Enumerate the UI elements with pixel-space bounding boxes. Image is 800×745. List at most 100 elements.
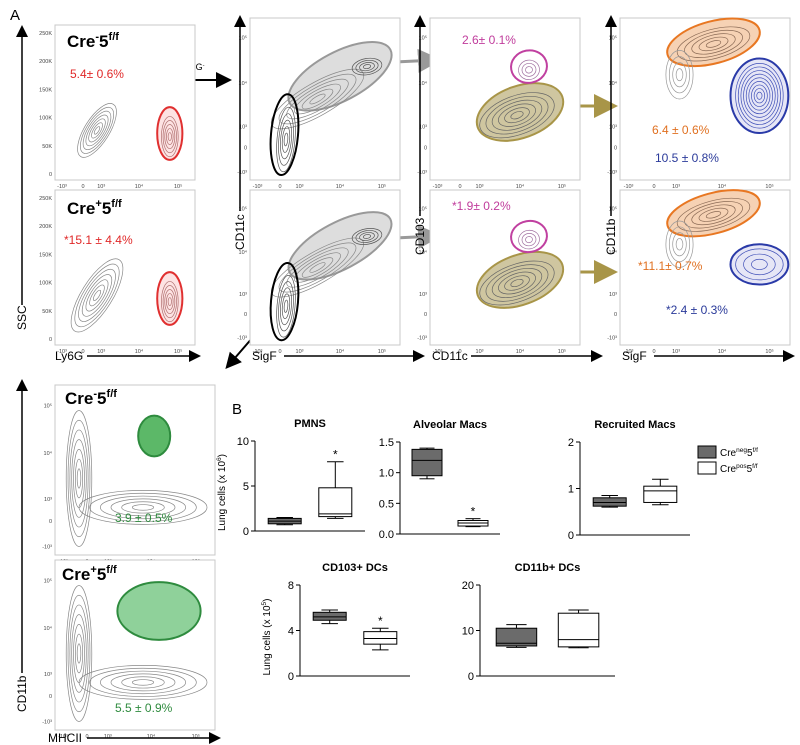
x-tick-label: 10⁴ [718, 183, 727, 190]
y-tick-label: 200K [39, 59, 52, 65]
y-tick-label: 0.0 [379, 529, 394, 541]
y-tick-label: 10⁵ [44, 577, 52, 584]
box [363, 631, 398, 645]
y-tick-label: 0 [614, 312, 617, 318]
y-tick-label: 10⁴ [609, 249, 618, 256]
axis-label: CD103 [413, 217, 427, 255]
x-tick-label: 0 [81, 184, 84, 190]
y-tick-label: -10³ [607, 170, 617, 176]
gate [510, 49, 548, 84]
contour [737, 66, 781, 125]
contour [167, 297, 172, 306]
x-tick-label: 10³ [296, 184, 304, 190]
contour [668, 226, 691, 263]
x-tick-label: 10⁴ [135, 348, 144, 355]
y-tick-label: 10⁴ [419, 249, 428, 256]
y-tick-label: 10⁵ [239, 206, 247, 213]
contour [81, 274, 113, 317]
box [643, 485, 678, 503]
y-tick-label: 50K [42, 309, 52, 315]
contour [164, 124, 176, 150]
y-tick-label: 10 [237, 436, 249, 448]
superscript: pos [736, 463, 747, 470]
y-tick-label: 10⁴ [239, 249, 248, 256]
contour [80, 106, 114, 154]
y-tick-label: 0 [49, 172, 52, 178]
contour [88, 118, 106, 143]
y-tick-label: 0 [244, 146, 247, 152]
y-axis-label: Lung cells (x 106) [216, 454, 228, 531]
contour [166, 128, 174, 146]
contour [665, 50, 694, 100]
y-tick-label: 10⁵ [419, 34, 427, 41]
y-tick-label: 10⁴ [419, 80, 428, 87]
x-tick-label: 0 [652, 349, 655, 355]
x-tick-label: 10⁴ [516, 348, 525, 355]
contour [675, 68, 684, 82]
contour [276, 106, 296, 173]
x-tick-label: 0 [458, 349, 461, 355]
x-tick-label: 10⁵ [558, 348, 566, 355]
y-axis-label: Lung cells (x 105) [261, 598, 273, 675]
x-tick-label: 10⁴ [135, 183, 144, 190]
contour [131, 679, 155, 686]
text-part: ) [217, 454, 228, 457]
superscript: f/f [109, 31, 120, 43]
superscript: + [90, 564, 96, 576]
contour [510, 278, 524, 288]
x-tick-label: 10⁴ [516, 183, 525, 190]
x-tick-label: 10³ [97, 349, 105, 355]
contour [301, 257, 334, 278]
contour [479, 260, 555, 306]
x-tick-label: 10⁵ [174, 348, 182, 355]
y-tick-label: 10³ [44, 672, 52, 678]
percentage-label: 5.4± 0.6% [70, 67, 124, 81]
y-tick-label: 10⁵ [419, 206, 427, 213]
gate [137, 414, 172, 458]
box [312, 611, 347, 621]
y-tick-label: 250K [39, 196, 52, 202]
y-tick-label: 1 [568, 484, 574, 496]
y-tick-label: 10³ [239, 292, 247, 298]
superscript: + [95, 198, 101, 210]
x-tick-label: 10⁴ [147, 733, 156, 740]
contour [99, 495, 187, 520]
contour [280, 287, 292, 326]
contour [76, 643, 82, 664]
contour [351, 57, 383, 76]
contour [735, 63, 784, 129]
x-tick-label: 10³ [672, 184, 680, 190]
contour [89, 492, 197, 522]
y-tick-label: 10⁵ [609, 206, 617, 213]
contour [65, 410, 93, 547]
contour [78, 268, 116, 322]
contour [162, 285, 177, 319]
contour [69, 429, 89, 528]
x-tick-label: 10⁵ [765, 348, 773, 355]
superscript: f/f [753, 447, 759, 454]
contour [753, 88, 766, 104]
y-tick-label: -10³ [607, 335, 617, 341]
x-tick-label: 10⁵ [174, 183, 182, 190]
contour [521, 233, 537, 247]
contour [99, 670, 187, 695]
contour [77, 103, 117, 158]
contour [161, 281, 179, 323]
genotype-label: Cre+5f/f [62, 564, 117, 584]
contour [278, 113, 294, 166]
y-tick-label: 0 [568, 530, 574, 542]
chart-title: CD11b+ DCs [515, 562, 581, 574]
text-part: 5 [747, 464, 753, 475]
legend-swatch [697, 445, 717, 459]
contour [309, 262, 326, 273]
contour [67, 419, 91, 538]
genotype-label: Cre-5f/f [67, 31, 119, 51]
contour [735, 248, 784, 281]
y-tick-label: 150K [39, 252, 52, 258]
y-tick-label: 0 [49, 694, 52, 700]
contour [110, 673, 176, 692]
x-tick-label: 0 [81, 349, 84, 355]
contour [675, 238, 684, 251]
contour [69, 604, 89, 703]
text-part: Lung cells (x 10 [217, 461, 228, 531]
